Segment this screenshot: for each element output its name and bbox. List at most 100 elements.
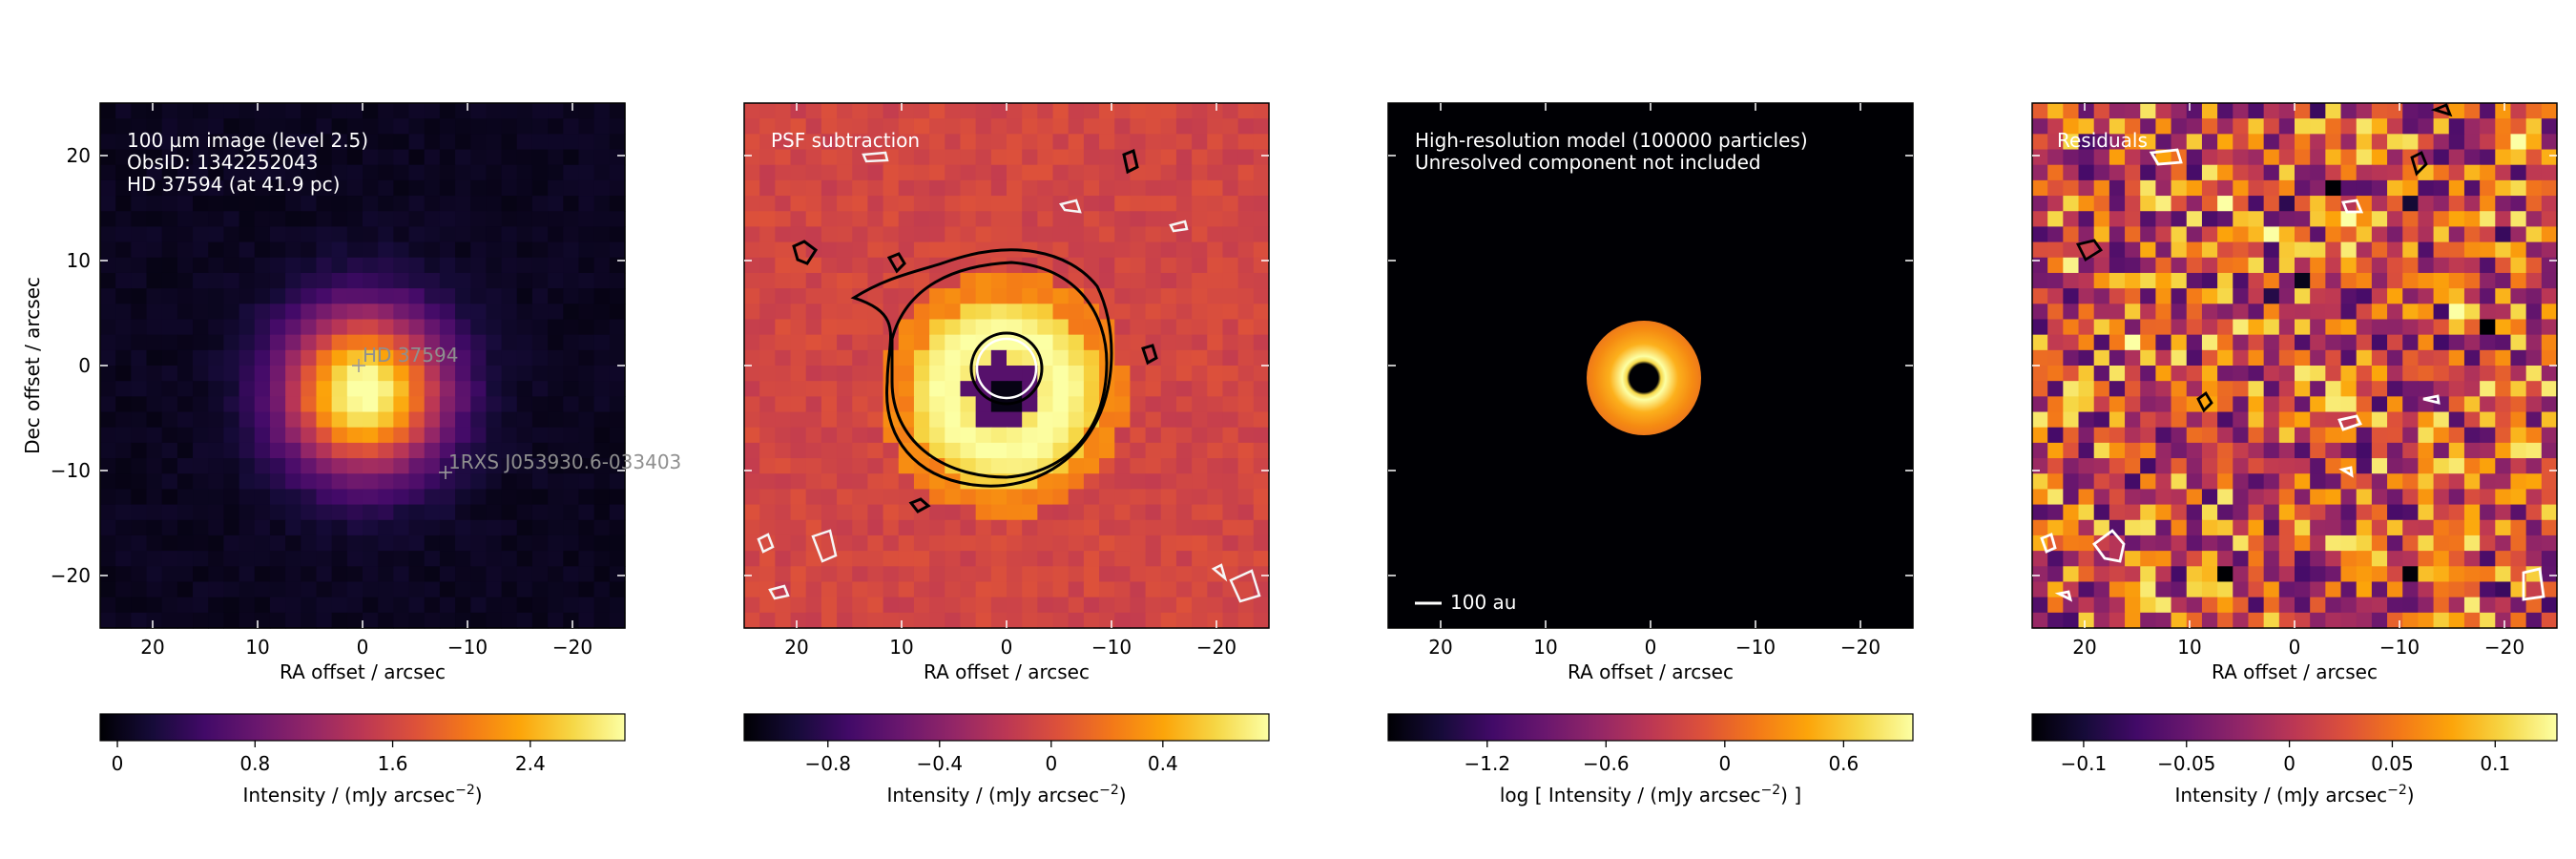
pixel <box>254 396 271 413</box>
pixel <box>744 196 760 212</box>
pixel <box>563 134 580 151</box>
pixel <box>945 366 962 382</box>
pixel <box>378 257 394 274</box>
pixel <box>1068 489 1085 506</box>
pixel <box>2047 597 2064 614</box>
pixel <box>2387 442 2403 459</box>
pixel <box>2248 366 2265 382</box>
pixel <box>2340 551 2358 567</box>
pixel <box>2310 411 2326 429</box>
pixel <box>1022 458 1038 474</box>
pixel <box>439 489 456 506</box>
pixel <box>2463 149 2481 166</box>
pixel <box>424 519 441 536</box>
pixel <box>867 442 884 459</box>
pixel <box>455 427 471 444</box>
pixel <box>2171 504 2188 521</box>
pixel <box>2155 366 2172 382</box>
pixel <box>2418 489 2435 506</box>
pixel <box>285 288 301 304</box>
pixel <box>131 134 148 151</box>
pixel <box>945 504 962 521</box>
pixel <box>2541 489 2558 506</box>
pixel <box>1130 566 1147 583</box>
pixel <box>239 442 256 459</box>
pixel <box>408 334 426 351</box>
pixel <box>115 366 132 382</box>
pixel <box>2418 566 2435 583</box>
pixel <box>1068 118 1085 135</box>
pixel <box>2093 118 2110 135</box>
pixel <box>316 134 333 151</box>
pixel <box>501 272 518 289</box>
pixel <box>2310 196 2326 212</box>
pixel <box>2510 366 2527 382</box>
pixel <box>486 196 503 212</box>
pixel <box>1237 504 1255 521</box>
pixel <box>2340 349 2358 367</box>
pixel <box>593 211 611 228</box>
pixel <box>2402 288 2420 304</box>
pixel <box>578 458 595 474</box>
pixel <box>913 366 930 382</box>
pixel <box>837 366 853 382</box>
pixel <box>1207 334 1224 351</box>
pixel <box>439 179 456 197</box>
pixel <box>548 272 564 289</box>
pixel <box>2541 334 2558 351</box>
pixel <box>239 272 256 289</box>
pixel <box>609 164 626 181</box>
pixel <box>837 396 853 413</box>
pixel <box>531 504 549 521</box>
pixel <box>193 427 209 444</box>
pixel <box>2263 442 2280 459</box>
pixel <box>1130 134 1147 151</box>
pixel <box>2340 504 2358 521</box>
colorbar-tick-label: −0.6 <box>1583 752 1630 775</box>
pixel <box>2278 519 2296 536</box>
pixel <box>1052 288 1070 304</box>
pixel <box>2278 319 2296 336</box>
pixel <box>2371 257 2388 274</box>
pixel <box>331 319 348 336</box>
pixel <box>867 597 884 614</box>
pixel <box>363 319 379 336</box>
pixel <box>563 257 580 274</box>
pixel <box>609 196 626 212</box>
pixel <box>2525 551 2543 567</box>
pixel <box>2201 257 2218 274</box>
pixel <box>2387 366 2403 382</box>
pixel <box>1114 597 1132 614</box>
pixel <box>883 473 900 491</box>
pixel <box>1007 597 1023 614</box>
pixel <box>2525 349 2543 367</box>
pixel <box>363 612 379 629</box>
pixel <box>223 366 240 382</box>
pixel <box>2186 304 2203 321</box>
pixel <box>1222 442 1239 459</box>
pixel <box>131 334 148 351</box>
pixel <box>1160 581 1177 598</box>
pixel <box>100 458 116 474</box>
pixel <box>2387 118 2403 135</box>
pixel <box>744 211 760 228</box>
pixel <box>578 334 595 351</box>
pixel <box>424 566 441 583</box>
pixel <box>2418 226 2435 243</box>
pixel <box>486 381 503 397</box>
pixel <box>2448 179 2465 197</box>
pixel <box>1175 319 1193 336</box>
pixel <box>501 427 518 444</box>
pixel <box>2171 349 2188 367</box>
pixel <box>548 442 564 459</box>
pixel <box>486 519 503 536</box>
pixel <box>2063 442 2080 459</box>
pixel <box>1052 427 1070 444</box>
pixel <box>898 551 915 567</box>
pixel <box>131 304 148 321</box>
pixel <box>1222 179 1239 197</box>
pixel <box>285 396 301 413</box>
pixel <box>593 349 611 367</box>
pixel <box>2295 504 2311 521</box>
pixel <box>408 411 426 429</box>
